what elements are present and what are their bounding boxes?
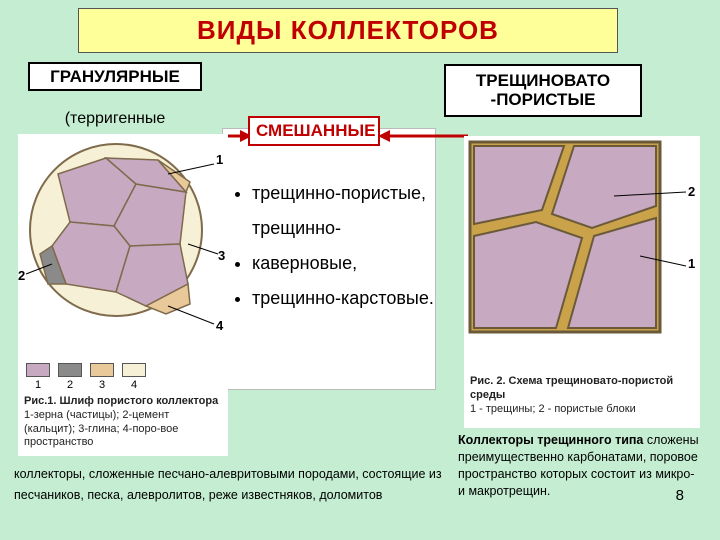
center-type-box: СМЕШАННЫЕ: [248, 116, 380, 146]
list-item: трещинно-каверновые,: [252, 211, 438, 281]
left-type-title: ГРАНУЛЯРНЫЕ: [36, 68, 194, 87]
center-list: трещинно-пористые, трещинно-каверновые, …: [230, 176, 438, 316]
figure-2: 1 2 Рис. 2. Схема трещиновато-пористой с…: [464, 136, 700, 428]
figure-1-legend-nums: 1 2 3 4: [18, 377, 228, 391]
figure-1-svg: 1 2 3 4: [18, 134, 228, 356]
list-item: трещинно-пористые,: [252, 176, 438, 211]
page-number: 8: [676, 487, 684, 504]
right-type-title: ТРЕЩИНОВАТО -ПОРИСТЫЕ: [452, 72, 634, 109]
bottom-right-text: Коллекторы трещинного типа сложены преим…: [458, 432, 704, 500]
bottom-left-text: коллекторы, сложенные песчано-алевритовы…: [14, 464, 454, 507]
figure-2-svg: 1 2: [464, 136, 700, 366]
left-type-box: ГРАНУЛЯРНЫЕ: [28, 62, 202, 91]
list-item: трещинно-карстовые.: [252, 281, 438, 316]
title-box: ВИДЫ КОЛЛЕКТОРОВ: [78, 8, 618, 53]
right-type-box: ТРЕЩИНОВАТО -ПОРИСТЫЕ: [444, 64, 642, 117]
callout-3: 3: [218, 248, 225, 263]
callout-4: 4: [216, 318, 224, 333]
callout-2: 2: [688, 184, 695, 199]
figure-1: 1 2 3 4 1 2 3 4 Рис.1. Шлиф пористого ко…: [18, 134, 228, 456]
figure-1-legend: [18, 361, 228, 377]
figure-2-caption: Рис. 2. Схема трещиновато-пористой среды…: [464, 371, 700, 418]
page-title: ВИДЫ КОЛЛЕКТОРОВ: [83, 15, 613, 46]
left-type-subtitle: (терригенные: [28, 110, 202, 128]
arrow-right-to-center: [378, 126, 468, 146]
callout-1: 1: [688, 256, 695, 271]
callout-1: 1: [216, 152, 223, 167]
figure-1-caption: Рис.1. Шлиф пористого коллектора 1-зерна…: [18, 391, 228, 452]
callout-2: 2: [18, 268, 25, 283]
